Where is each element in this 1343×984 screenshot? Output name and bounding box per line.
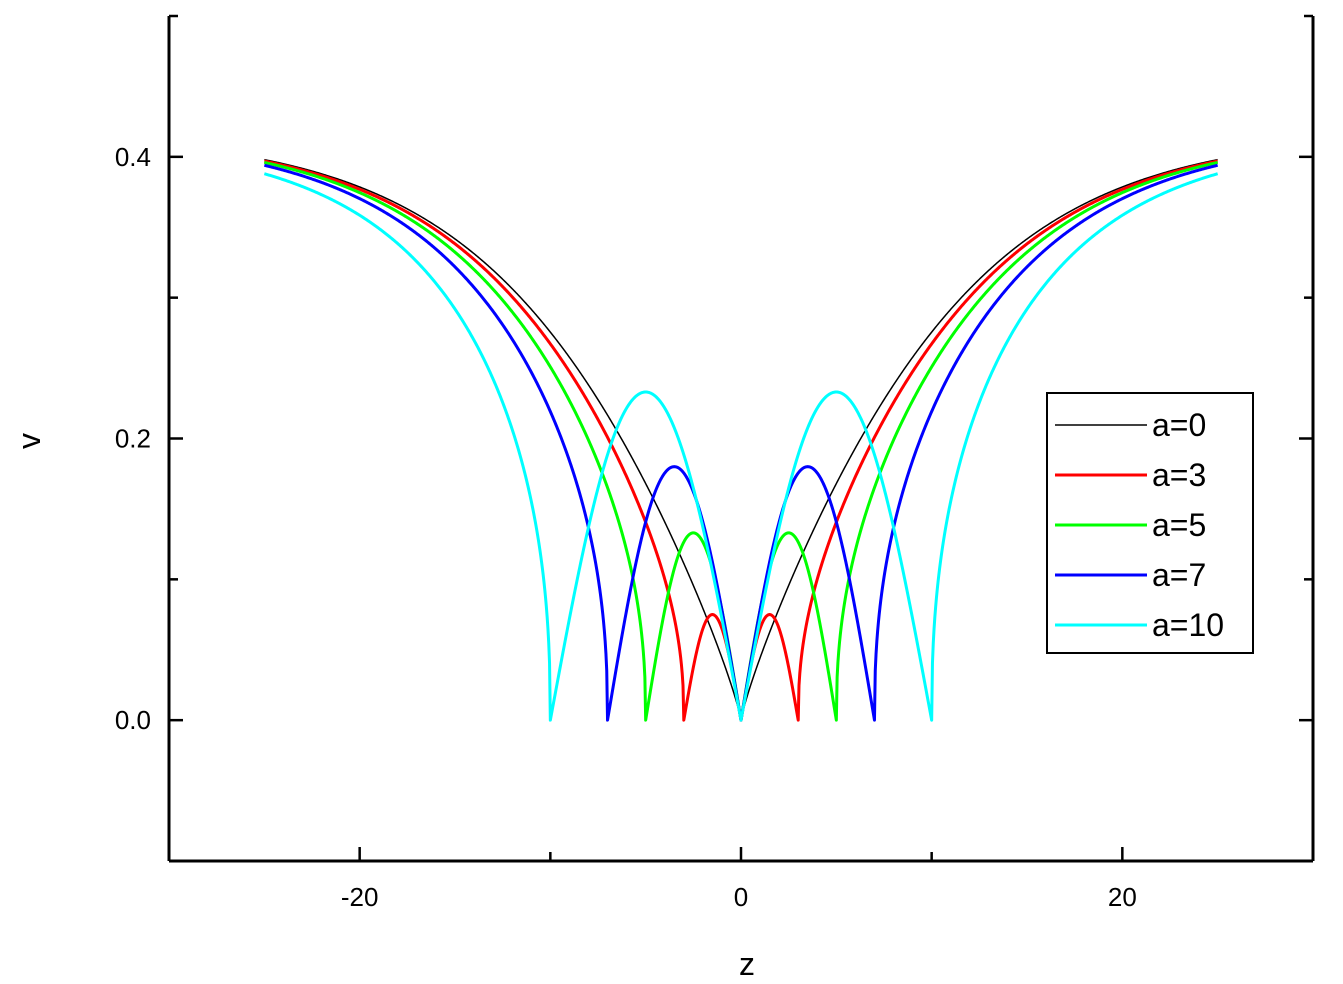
x-tick-label: 0 bbox=[734, 882, 748, 912]
series-layer bbox=[263, 158, 1219, 722]
legend-label: a=5 bbox=[1152, 507, 1206, 543]
x-axis-title: z bbox=[739, 946, 755, 982]
y-tick-label: 0.0 bbox=[115, 705, 151, 735]
legend-label: a=0 bbox=[1152, 407, 1206, 443]
legend-label: a=3 bbox=[1152, 457, 1206, 493]
legend-label: a=10 bbox=[1152, 607, 1224, 643]
ticks-layer: -20 0 20 0.0 0.2 0.4 bbox=[115, 14, 1313, 912]
legend-box bbox=[1046, 392, 1254, 654]
legend: a=0 a=3 a=5 a=7 a=10 bbox=[1046, 392, 1254, 654]
legend-label: a=7 bbox=[1152, 557, 1206, 593]
y-tick-label: 0.4 bbox=[115, 142, 151, 172]
y-tick-label: 0.2 bbox=[115, 424, 151, 454]
x-tick-label: -20 bbox=[341, 882, 379, 912]
y-axis-title: v bbox=[11, 433, 47, 449]
x-tick-label: 20 bbox=[1108, 882, 1137, 912]
series-line-a-10 bbox=[263, 172, 1219, 722]
